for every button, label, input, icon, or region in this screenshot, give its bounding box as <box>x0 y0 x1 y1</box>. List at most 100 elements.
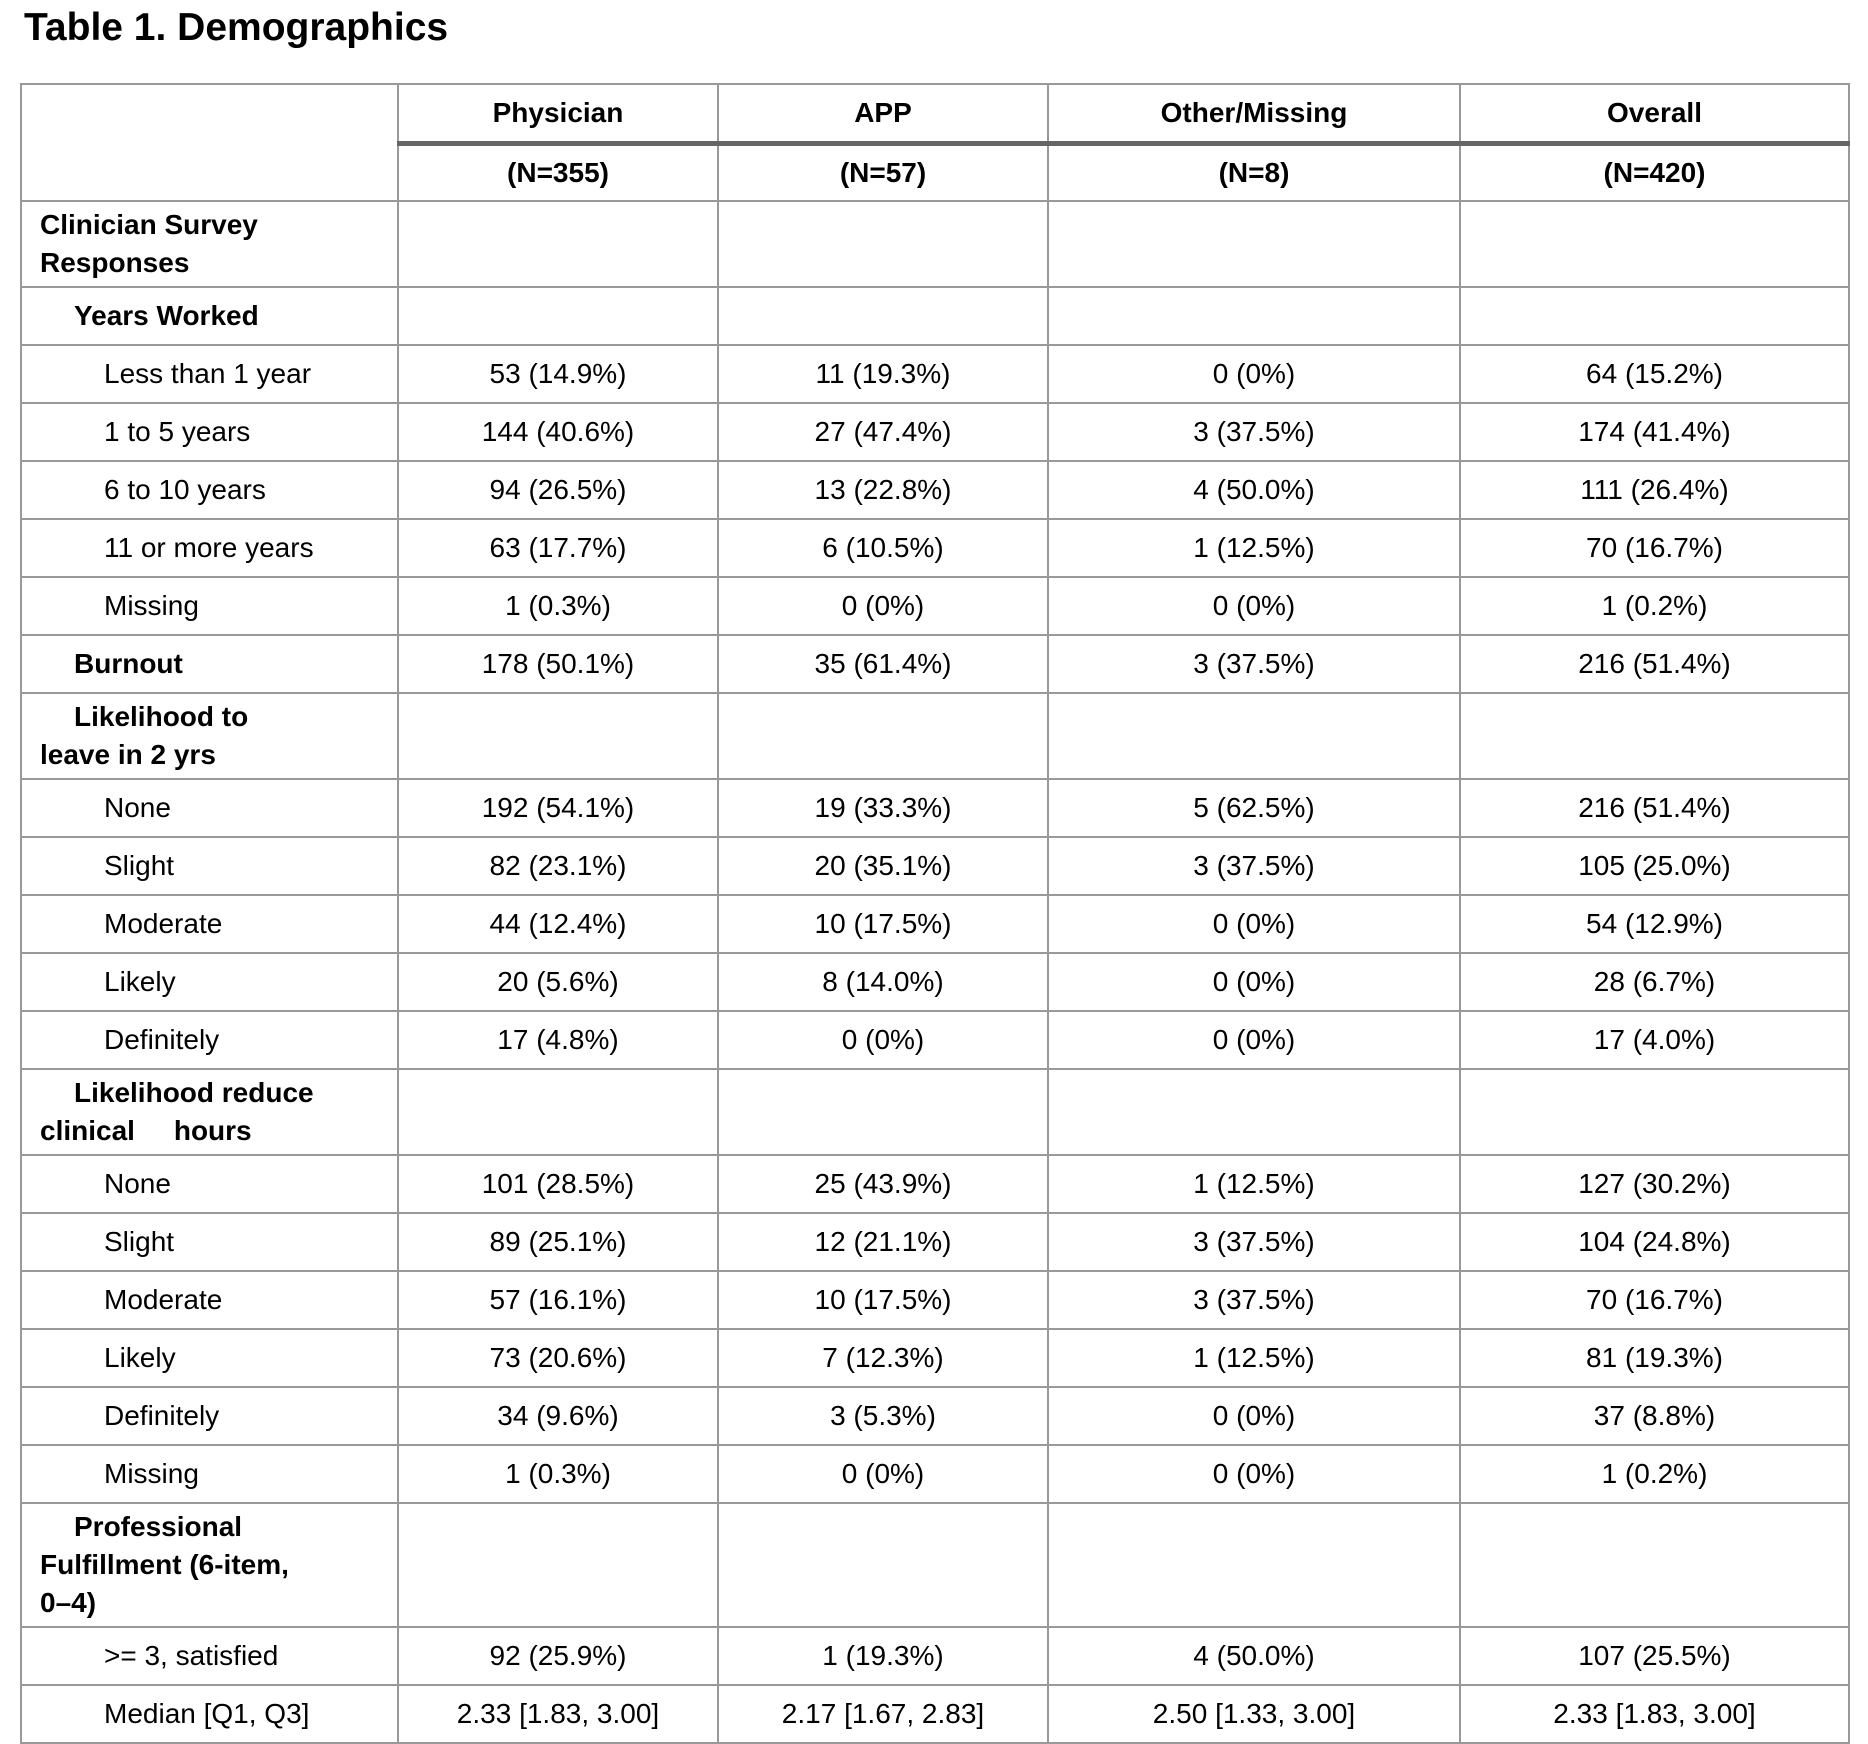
row-label: Moderate <box>20 1269 399 1330</box>
value-cell: 44 (12.4%) <box>397 893 719 954</box>
value-cell <box>397 199 719 288</box>
value-cell: 7 (12.3%) <box>717 1327 1049 1388</box>
row-label: Professional Fulfillment (6-item, 0–4) <box>20 1501 399 1628</box>
row-label: Years Worked <box>20 285 399 346</box>
value-cell: 1 (19.3%) <box>717 1625 1049 1686</box>
value-cell: 17 (4.8%) <box>397 1009 719 1070</box>
value-cell: 70 (16.7%) <box>1459 1269 1850 1330</box>
value-cell: 11 (19.3%) <box>717 343 1049 404</box>
value-cell: 12 (21.1%) <box>717 1211 1049 1272</box>
value-cell <box>1459 1067 1850 1156</box>
table-row: Clinician Survey Responses <box>20 199 1850 288</box>
value-cell <box>717 1501 1049 1628</box>
value-cell: 57 (16.1%) <box>397 1269 719 1330</box>
row-label: None <box>20 777 399 838</box>
value-cell <box>1047 1501 1461 1628</box>
value-cell: 192 (54.1%) <box>397 777 719 838</box>
table-row: Moderate 44 (12.4%) 10 (17.5%) 0 (0%) 54 (12… <box>20 893 1850 954</box>
value-cell: 2.17 [1.67, 2.83] <box>717 1683 1049 1744</box>
table-row: Missing 1 (0.3%) 0 (0%) 0 (0%) 1 (0.2%) <box>20 575 1850 636</box>
value-cell <box>397 691 719 780</box>
value-cell: 216 (51.4%) <box>1459 777 1850 838</box>
table-row: 11 or more years 63 (17.7%) 6 (10.5%) 1 (12… <box>20 517 1850 578</box>
column-n-row: (N=355) (N=57) (N=8) (N=420) <box>21 142 1850 202</box>
row-label: Likelihood to leave in 2 yrs <box>20 691 399 780</box>
value-cell: 1 (12.5%) <box>1047 517 1461 578</box>
column-n-overall: (N=420) <box>1459 142 1850 202</box>
value-cell <box>717 199 1049 288</box>
row-label: Clinician Survey Responses <box>20 199 399 288</box>
table-row: None 192 (54.1%) 19 (33.3%) 5 (62.5%) 216 (5… <box>20 777 1850 838</box>
value-cell <box>1047 691 1461 780</box>
value-cell: 0 (0%) <box>717 1443 1049 1504</box>
column-header-app: APP <box>717 82 1049 146</box>
value-cell: 94 (26.5%) <box>397 459 719 520</box>
value-cell: 82 (23.1%) <box>397 835 719 896</box>
value-cell: 105 (25.0%) <box>1459 835 1850 896</box>
column-header-overall: Overall <box>1459 82 1850 146</box>
table-row: Slight 82 (23.1%) 20 (35.1%) 3 (37.5%) 105 (… <box>20 835 1850 896</box>
table-row: Median [Q1, Q3] 2.33 [1.83, 3.00] 2.17 [1.… <box>20 1683 1850 1744</box>
value-cell: 3 (37.5%) <box>1047 401 1461 462</box>
value-cell <box>1047 1067 1461 1156</box>
value-cell: 6 (10.5%) <box>717 517 1049 578</box>
row-label: None <box>20 1153 399 1214</box>
table-row: Definitely 34 (9.6%) 3 (5.3%) 0 (0%) 37 (8.8… <box>20 1385 1850 1446</box>
value-cell: 0 (0%) <box>1047 343 1461 404</box>
table-row: >= 3, satisfied 92 (25.9%) 1 (19.3%) 4 (50.… <box>20 1625 1850 1686</box>
value-cell: 0 (0%) <box>1047 1009 1461 1070</box>
value-cell: 8 (14.0%) <box>717 951 1049 1012</box>
value-cell: 89 (25.1%) <box>397 1211 719 1272</box>
row-label: Missing <box>20 1443 399 1504</box>
value-cell: 54 (12.9%) <box>1459 893 1850 954</box>
value-cell <box>717 691 1049 780</box>
row-label: Slight <box>20 1211 399 1272</box>
table-row: Burnout 178 (50.1%) 35 (61.4%) 3 (37.5%) 216… <box>20 633 1850 694</box>
table-row: None 101 (28.5%) 25 (43.9%) 1 (12.5%) 127 (3… <box>20 1153 1850 1214</box>
value-cell: 1 (12.5%) <box>1047 1153 1461 1214</box>
value-cell <box>397 1501 719 1628</box>
value-cell: 2.33 [1.83, 3.00] <box>1459 1683 1850 1744</box>
value-cell: 34 (9.6%) <box>397 1385 719 1446</box>
row-label: Likely <box>20 1327 399 1388</box>
table-row: Likelihood reduce clinical hours <box>20 1067 1850 1156</box>
row-label: Moderate <box>20 893 399 954</box>
table-header: Physician APP Other/Missing Overall (N=3… <box>20 82 1850 202</box>
column-n-app: (N=57) <box>717 142 1049 202</box>
row-label: >= 3, satisfied <box>20 1625 399 1686</box>
value-cell: 2.50 [1.33, 3.00] <box>1047 1683 1461 1744</box>
value-cell: 0 (0%) <box>1047 893 1461 954</box>
value-cell: 144 (40.6%) <box>397 401 719 462</box>
row-label: Likely <box>20 951 399 1012</box>
value-cell <box>717 1067 1049 1156</box>
value-cell: 1 (12.5%) <box>1047 1327 1461 1388</box>
table-row: Likely 20 (5.6%) 8 (14.0%) 0 (0%) 28 (6.7%) <box>20 951 1850 1012</box>
value-cell: 63 (17.7%) <box>397 517 719 578</box>
row-label: 1 to 5 years <box>20 401 399 462</box>
value-cell <box>1047 199 1461 288</box>
value-cell: 64 (15.2%) <box>1459 343 1850 404</box>
table-row: Likelihood to leave in 2 yrs <box>20 691 1850 780</box>
value-cell: 0 (0%) <box>717 1009 1049 1070</box>
value-cell: 13 (22.8%) <box>717 459 1049 520</box>
row-label: Slight <box>20 835 399 896</box>
column-header-other-missing: Other/Missing <box>1047 82 1461 146</box>
row-label: Definitely <box>20 1009 399 1070</box>
value-cell: 17 (4.0%) <box>1459 1009 1850 1070</box>
corner-cell <box>20 82 399 202</box>
value-cell: 10 (17.5%) <box>717 1269 1049 1330</box>
value-cell: 111 (26.4%) <box>1459 459 1850 520</box>
value-cell <box>1459 285 1850 346</box>
value-cell: 37 (8.8%) <box>1459 1385 1850 1446</box>
value-cell: 107 (25.5%) <box>1459 1625 1850 1686</box>
table-row: 1 to 5 years 144 (40.6%) 27 (47.4%) 3 (37.5… <box>20 401 1850 462</box>
value-cell <box>1459 1501 1850 1628</box>
table-row: Years Worked <box>20 285 1850 346</box>
value-cell: 101 (28.5%) <box>397 1153 719 1214</box>
value-cell: 73 (20.6%) <box>397 1327 719 1388</box>
value-cell: 104 (24.8%) <box>1459 1211 1850 1272</box>
value-cell: 1 (0.2%) <box>1459 575 1850 636</box>
value-cell: 3 (5.3%) <box>717 1385 1049 1446</box>
row-label: Burnout <box>20 633 399 694</box>
column-label-row: Physician APP Other/Missing Overall <box>20 82 1850 202</box>
